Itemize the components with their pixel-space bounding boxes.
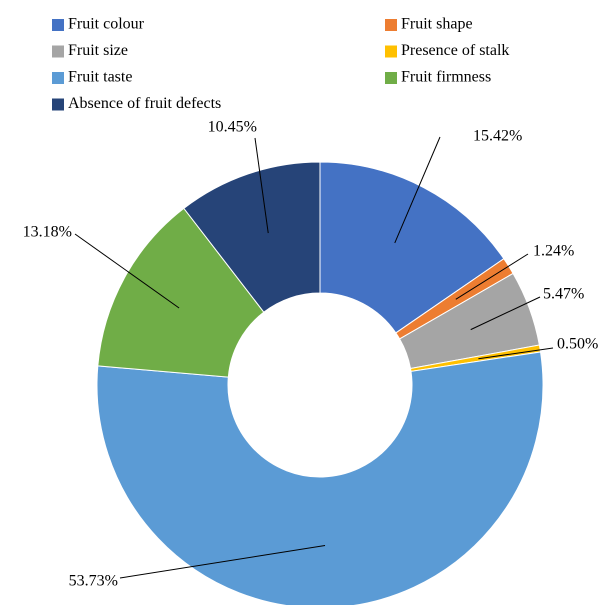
legend-swatch (385, 45, 397, 58)
data-label: 1.24% (533, 243, 574, 260)
donut-slice (96, 351, 544, 605)
leader-line (470, 296, 541, 331)
data-label: 53.73% (69, 573, 118, 590)
legend-label: Fruit colour (68, 16, 145, 33)
leader-line (254, 137, 269, 234)
leader-line (478, 347, 554, 360)
legend-swatch (52, 98, 64, 111)
data-label: 13.18% (23, 224, 72, 241)
legend-label: Absence of fruit defects (68, 95, 221, 112)
donut-slice (183, 161, 321, 313)
data-label: 10.45% (208, 119, 257, 136)
legend-label: Fruit size (68, 42, 128, 59)
legend-label: Fruit firmness (401, 69, 491, 86)
legend-swatch (385, 72, 397, 84)
legend-label: Fruit shape (401, 16, 473, 33)
legend-label: Presence of stalk (401, 42, 509, 59)
legend-swatch (52, 19, 64, 31)
legend-swatch (385, 19, 397, 31)
data-label: 0.50% (557, 336, 598, 353)
donut-slice (97, 207, 265, 378)
leader-line (455, 253, 529, 300)
legend-swatch (52, 45, 64, 58)
data-label: 5.47% (543, 286, 584, 303)
leader-line (74, 233, 180, 309)
leader-line (394, 136, 441, 244)
legend-label: Fruit taste (68, 69, 132, 86)
legend-swatch (52, 72, 64, 84)
data-label: 15.42% (473, 128, 522, 145)
leader-line (119, 544, 326, 579)
